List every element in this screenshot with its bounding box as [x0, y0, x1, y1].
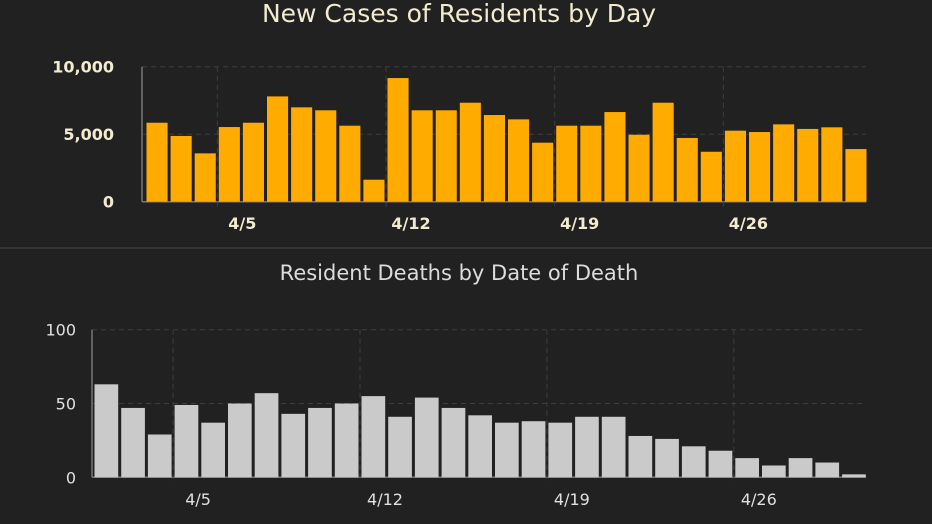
cases-bar-4-20: 4/20: 5630: [580, 125, 602, 202]
cases-bar-4-27: 4/27: 5160: [749, 132, 771, 202]
deaths-bar-4-15: 4/15: 47: [441, 407, 466, 478]
cases-bar-4-7: 4/7: 7800: [267, 96, 289, 202]
cases-bar-4-26: 4/26: 5260: [724, 130, 746, 202]
deaths-bar-4-29: 4/29: 10: [815, 462, 840, 478]
cases-bar-4-12: 4/12: 9160: [387, 78, 409, 202]
cases-bar-4-21: 4/21: 6640: [604, 112, 626, 202]
deaths-bar-4-9: 4/9: 43: [281, 413, 306, 478]
cases-x-tick-label: 4/19: [560, 214, 599, 233]
deaths-y-tick-label: 50: [56, 395, 76, 414]
cases-bar-4-23: 4/23: 7330: [652, 102, 674, 202]
cases-x-tick-label: 4/5: [228, 214, 256, 233]
cases-bar-4-30: 4/30: 5510: [821, 127, 843, 202]
deaths-bar-4-11: 4/11: 50: [334, 403, 359, 478]
deaths-bar-4-6: 4/6: 37: [201, 422, 225, 478]
cases-x-tick-label: 4/26: [729, 214, 768, 233]
deaths-bar-4-26: 4/26: 13: [735, 458, 759, 478]
deaths-bar-4-10: 4/10: 47: [308, 407, 332, 478]
deaths-bar-4-14: 4/14: 54: [414, 397, 439, 478]
deaths-x-tick-label: 4/12: [367, 490, 403, 509]
cases-chart: 0 5,000 10,000 4/5 4/12 4/19 4/26 4/2: 58504/3:…: [52, 58, 867, 233]
deaths-x-tick-label: 4/5: [185, 490, 211, 509]
deaths-bar-4-22: 4/22: 28: [628, 435, 653, 478]
cases-bar-4-19: 4/19: 5630: [556, 125, 578, 202]
cases-bar-4-28: 4/28: 5730: [773, 124, 795, 202]
cases-bar-4-25: 4/25: 3700: [700, 151, 722, 202]
deaths-bar-4-12: 4/12: 55: [361, 396, 386, 478]
cases-y-tick-label: 0: [103, 193, 114, 212]
deaths-bar-4-18: 4/18: 38: [521, 421, 546, 478]
deaths-bar-4-7: 4/7: 50: [228, 403, 252, 478]
cases-bar-4-18: 4/18: 4370: [532, 142, 554, 202]
cases-x-tick-label: 4/12: [391, 214, 430, 233]
cases-bar-4-17: 4/17: 6100: [508, 119, 530, 202]
cases-chart-title: New Cases of Residents by Day: [262, 0, 656, 28]
cases-y-tick-label: 10,000: [52, 58, 114, 77]
cases-bar-4-3: 4/3: 4870: [170, 135, 192, 202]
cases-bar-5-1: 5/1: 3900: [845, 149, 867, 202]
cases-bar-4-29: 4/29: 5390: [797, 128, 819, 202]
deaths-bar-4-19: 4/19: 37: [548, 422, 573, 478]
deaths-bar-4-8: 4/8: 57: [254, 393, 279, 478]
deaths-bar-4-16: 4/16: 42: [468, 415, 492, 478]
cases-bar-4-15: 4/15: 7330: [459, 102, 481, 202]
deaths-bar-4-2: 4/2: 63: [94, 384, 119, 478]
deaths-y-tick-label: 100: [45, 321, 76, 340]
deaths-bar-4-17: 4/17: 37: [495, 422, 519, 478]
deaths-bar-4-3: 4/3: 47: [121, 407, 145, 478]
cases-y-tick-label: 5,000: [63, 125, 114, 144]
cases-bar-4-22: 4/22: 4960: [628, 134, 650, 202]
deaths-bar-4-13: 4/13: 41: [388, 416, 412, 478]
deaths-x-tick-label: 4/26: [741, 490, 777, 509]
deaths-bar-4-20: 4/20: 41: [575, 416, 599, 478]
deaths-y-tick-label: 0: [66, 468, 76, 487]
cases-bar-4-9: 4/9: 6770: [315, 110, 337, 202]
deaths-bar-4-28: 4/28: 13: [788, 458, 813, 478]
deaths-chart: 0 50 100 4/5 4/12 4/19 4/26 4/2: 634/3: 474/4: …: [45, 321, 866, 509]
cases-bar-4-4: 4/4: 3580: [194, 153, 216, 202]
cases-bar-4-11: 4/11: 1630: [363, 179, 385, 202]
deaths-bar-4-27: 4/27: 8: [762, 465, 786, 478]
deaths-bar-4-4: 4/4: 29: [147, 434, 172, 478]
deaths-bar-4-30: 4/30: 2: [842, 474, 866, 478]
deaths-bar-4-24: 4/24: 21: [681, 446, 706, 478]
deaths-bar-4-21: 4/21: 41: [601, 416, 626, 478]
deaths-bar-4-25: 4/25: 18: [708, 450, 733, 478]
deaths-bar-4-23: 4/23: 26: [655, 438, 679, 478]
cases-bar-4-14: 4/14: 6770: [435, 110, 457, 202]
cases-bar-4-24: 4/24: 4720: [676, 137, 698, 202]
deaths-bar-4-5: 4/5: 49: [174, 404, 199, 478]
cases-bar-4-6: 4/6: 5850: [242, 122, 264, 202]
cases-bar-4-16: 4/16: 6420: [483, 115, 505, 202]
cases-bar-4-5: 4/5: 5530: [218, 127, 240, 202]
cases-bar-4-8: 4/8: 6990: [291, 107, 313, 202]
deaths-x-tick-label: 4/19: [554, 490, 590, 509]
cases-bar-4-13: 4/13: 6770: [411, 110, 433, 202]
deaths-chart-title: Resident Deaths by Date of Death: [280, 261, 639, 285]
cases-bar-4-2: 4/2: 5850: [146, 122, 168, 202]
cases-bar-4-10: 4/10: 5630: [339, 125, 361, 202]
